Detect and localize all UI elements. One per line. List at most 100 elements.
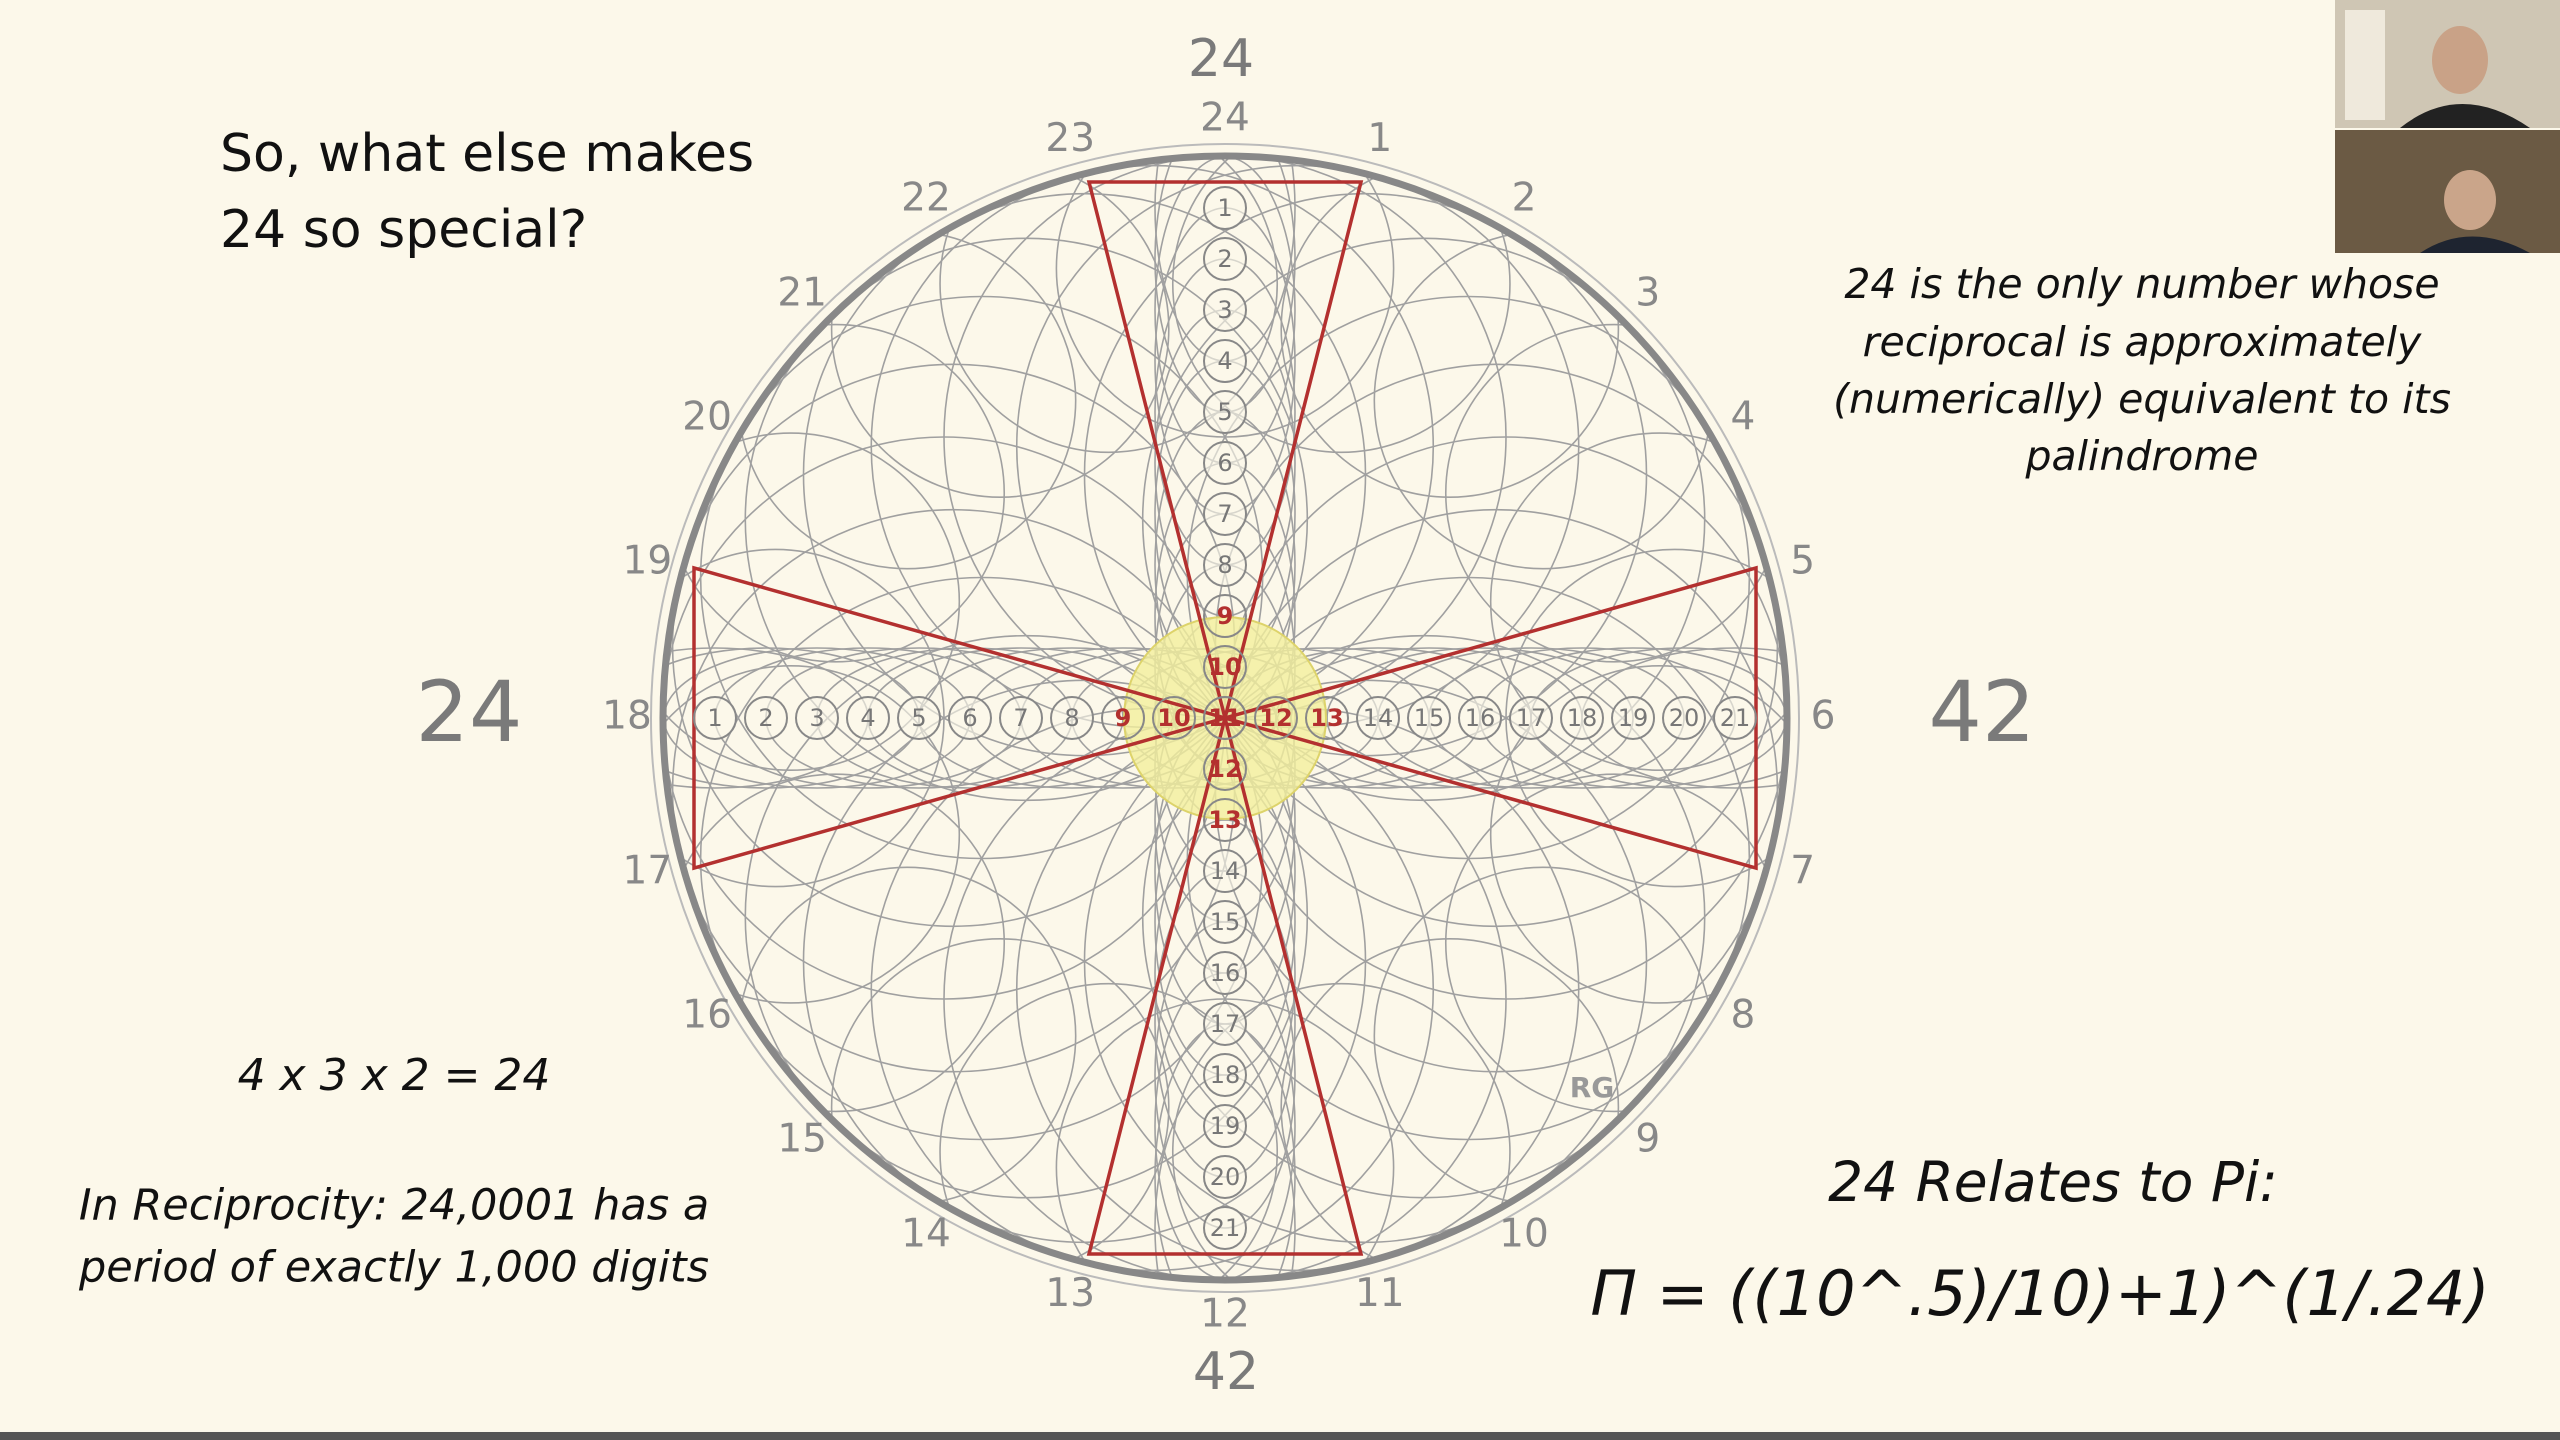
dial-label: 21: [777, 271, 827, 316]
circle-number: 15: [1210, 908, 1241, 936]
webcam-shelf: [2345, 10, 2385, 120]
dial-label: 5: [1790, 539, 1815, 584]
circle-number: 20: [1669, 704, 1700, 732]
circle-number: 15: [1414, 704, 1445, 732]
circle-number: 4: [1217, 347, 1232, 375]
circle-number: 3: [1217, 296, 1232, 324]
number-circle: [1713, 696, 1757, 740]
number-circle: [1407, 696, 1451, 740]
pattern-circle: [939, 982, 1279, 1280]
side-label: 42: [1929, 663, 2036, 761]
heading-line: So, what else makes: [220, 124, 754, 184]
pattern-circle: [1171, 156, 1511, 454]
dial-label: 4: [1730, 395, 1755, 440]
circle-number: 8: [1064, 704, 1079, 732]
dial-label: 8: [1730, 993, 1755, 1038]
number-circle: [1356, 696, 1400, 740]
circle-number: 19: [1210, 1112, 1241, 1140]
number-circle: [1203, 492, 1247, 536]
heading-line: 24 so special?: [220, 200, 587, 260]
dial-label: 15: [777, 1116, 827, 1161]
circle-number: 6: [962, 704, 977, 732]
number-circle: [1203, 1053, 1247, 1097]
number-circle: [693, 696, 737, 740]
circle-number: 7: [1217, 500, 1232, 528]
circle-number: 18: [1210, 1061, 1241, 1089]
number-circle: [897, 696, 941, 740]
number-circle: [1203, 1155, 1247, 1199]
note-line: palindrome: [2024, 432, 2258, 480]
pattern-circle: [1489, 432, 1787, 772]
number-circle: [795, 696, 839, 740]
circle-number: 5: [911, 704, 926, 732]
dial-label: 16: [682, 993, 732, 1038]
number-circle: [1203, 441, 1247, 485]
circle-number: 16: [1465, 704, 1496, 732]
circle-number: 17: [1210, 1010, 1241, 1038]
number-circle: [1203, 543, 1247, 587]
note-line: reciprocal is approximately: [1863, 318, 2422, 366]
cross-arm: [1086, 717, 1364, 1256]
circle-number: 2: [758, 704, 773, 732]
number-circle: [1101, 696, 1145, 740]
number-circle: [1611, 696, 1655, 740]
dial-label: 17: [623, 848, 673, 893]
number-circle: [1203, 696, 1247, 740]
dial-label: 7: [1790, 848, 1815, 893]
side-label: 24: [416, 663, 523, 761]
pattern-circle: [939, 156, 1279, 454]
circle-number: 9: [1217, 602, 1234, 630]
pattern-circle: [663, 432, 961, 772]
dial-label: 20: [682, 395, 732, 440]
circle-number: 8: [1217, 551, 1232, 579]
reciprocity-line: In Reciprocity: 24,0001 has a: [79, 1181, 709, 1231]
cross-arm: [1086, 180, 1364, 719]
pattern-circle: [663, 664, 961, 1004]
webcam-body: [2400, 104, 2530, 128]
circle-number: 21: [1210, 1214, 1241, 1242]
circle-number: 11: [1208, 704, 1241, 732]
circle-number: 11: [1208, 704, 1241, 732]
pattern-circle: [744, 237, 1309, 802]
circle-number: 21: [1720, 704, 1751, 732]
dial-label: 23: [1045, 116, 1095, 161]
webcam-panels: [2335, 0, 2560, 253]
dial-label: 2: [1512, 176, 1537, 221]
number-circle: [1254, 696, 1298, 740]
number-circle: [1203, 1002, 1247, 1046]
circle-number: 1: [707, 704, 722, 732]
side-label: 24: [1188, 29, 1254, 89]
number-circle: [1203, 747, 1247, 791]
circle-number: 10: [1157, 704, 1190, 732]
dial-label: 11: [1355, 1271, 1405, 1316]
circle-number: 17: [1516, 704, 1547, 732]
pattern-circle: [1171, 982, 1511, 1280]
webcam-face: [2432, 26, 2488, 94]
circle-number: 7: [1013, 704, 1028, 732]
circle-number: 13: [1310, 704, 1343, 732]
number-circle: [1662, 696, 1706, 740]
number-circle: [1203, 1104, 1247, 1148]
pattern-circle: [802, 192, 1367, 757]
number-circle: [1203, 951, 1247, 995]
circle-number: 18: [1567, 704, 1598, 732]
circle-number: 4: [860, 704, 875, 732]
number-circle: [1509, 696, 1553, 740]
number-circle: [1203, 237, 1247, 281]
dial-label: 13: [1045, 1271, 1095, 1316]
reciprocity-line: period of exactly 1,000 digits: [78, 1243, 709, 1293]
circle-number: 14: [1210, 857, 1241, 885]
circle-number: 6: [1217, 449, 1232, 477]
number-circle: [1203, 288, 1247, 332]
circle-number: 14: [1363, 704, 1394, 732]
note-line: 24 is the only number whose: [1844, 260, 2439, 308]
dial-label: 3: [1635, 271, 1660, 316]
circle-number: 5: [1217, 398, 1232, 426]
dial-label: 9: [1635, 1116, 1660, 1161]
number-circle: [1203, 594, 1247, 638]
number-circle: [1050, 696, 1094, 740]
number-circle: [1458, 696, 1502, 740]
dial-label: 18: [602, 694, 652, 739]
circle-number: 1: [1217, 194, 1232, 222]
